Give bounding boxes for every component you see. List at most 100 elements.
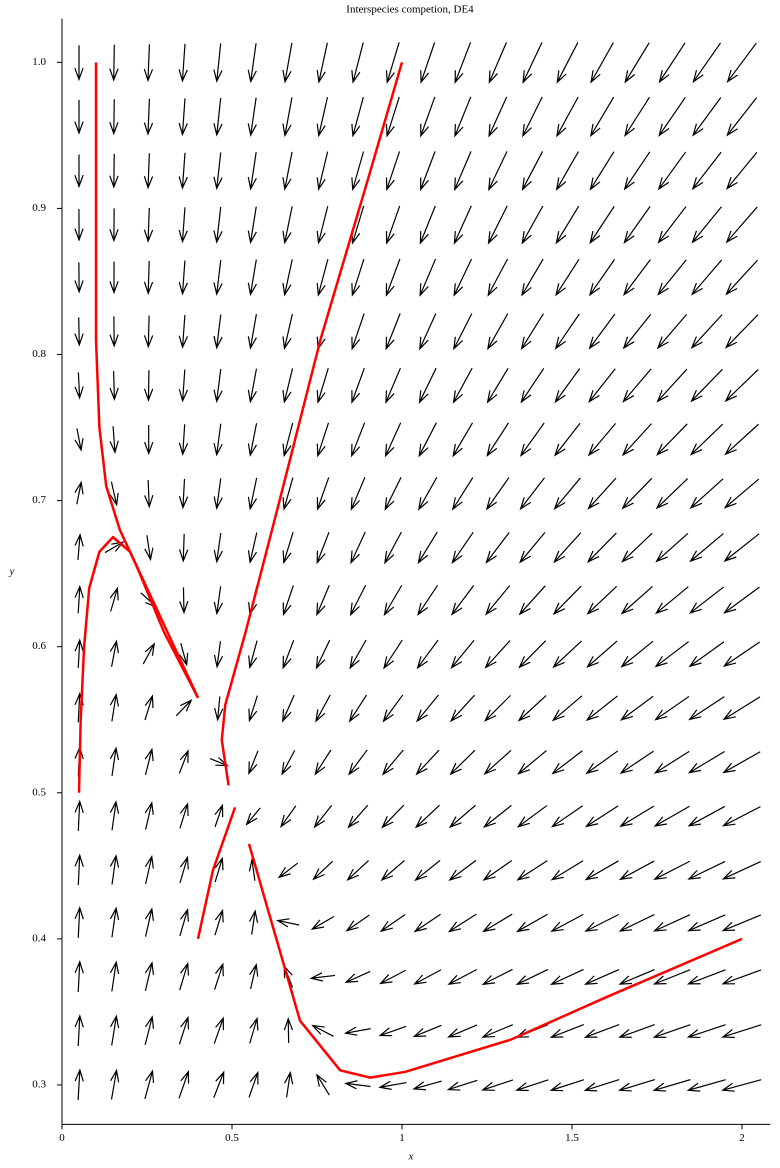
field-arrow	[418, 422, 437, 458]
field-arrow	[247, 532, 258, 564]
field-arrow	[549, 1079, 585, 1092]
field-arrow	[687, 805, 726, 827]
field-arrow	[551, 750, 583, 775]
y-tick-label: 0.7	[32, 494, 46, 506]
field-arrow	[658, 42, 686, 84]
field-arrow	[413, 969, 442, 985]
field-arrow	[213, 369, 223, 404]
field-arrow	[488, 96, 508, 138]
field-arrow	[214, 908, 224, 936]
field-arrow	[623, 151, 651, 191]
field-arrow	[247, 314, 257, 350]
field-arrow	[412, 1080, 442, 1091]
field-arrow	[178, 152, 188, 190]
field-arrow	[316, 205, 329, 245]
field-arrow	[584, 805, 619, 828]
field-arrow	[652, 1024, 691, 1038]
field-arrow	[583, 1079, 620, 1092]
field-arrow	[586, 640, 618, 669]
field-arrow	[484, 640, 511, 669]
field-arrow	[213, 423, 223, 457]
field-arrow	[214, 803, 224, 828]
field-arrow	[419, 151, 436, 192]
field-arrow	[686, 969, 726, 985]
field-arrow	[247, 368, 258, 404]
field-arrow	[520, 368, 545, 404]
field-arrow	[143, 153, 154, 190]
trajectory	[247, 843, 743, 1079]
field-arrow	[692, 97, 722, 137]
field-arrow	[688, 641, 725, 668]
field-arrow	[448, 804, 476, 829]
field-arrow	[74, 372, 84, 400]
field-arrow	[691, 206, 722, 244]
field-arrow	[351, 96, 364, 138]
field-arrow	[381, 749, 404, 776]
x-axis-label: x	[408, 1151, 414, 1163]
field-arrow	[652, 914, 691, 932]
field-arrow	[316, 151, 329, 191]
field-arrow	[653, 750, 690, 774]
field-arrow	[248, 695, 258, 723]
field-arrow	[379, 969, 407, 985]
trajectory	[94, 62, 200, 699]
field-arrow	[623, 206, 651, 245]
field-arrow	[178, 98, 188, 137]
field-arrow	[552, 585, 582, 616]
x-tick-label: 1.5	[565, 1132, 579, 1144]
field-arrow	[689, 533, 724, 563]
field-arrow	[142, 642, 156, 665]
field-arrow	[688, 586, 725, 615]
field-arrow	[315, 639, 331, 670]
field-arrow	[277, 862, 299, 879]
field-arrow	[520, 313, 544, 351]
field-arrow	[618, 914, 655, 932]
field-arrow	[351, 42, 364, 84]
field-arrow	[417, 531, 438, 565]
field-arrow	[452, 422, 474, 458]
field-arrow	[178, 533, 189, 563]
field-arrow	[383, 584, 403, 617]
field-arrow	[74, 317, 84, 347]
field-arrow	[315, 694, 331, 723]
field-arrow	[688, 696, 725, 721]
field-arrow	[351, 422, 366, 458]
field-arrow	[721, 806, 761, 827]
field-arrow	[552, 640, 582, 669]
field-arrow	[453, 205, 472, 245]
field-arrow	[179, 587, 189, 615]
field-arrow	[109, 746, 120, 777]
field-arrow	[178, 314, 189, 350]
field-arrow	[686, 1024, 726, 1039]
field-arrow	[723, 586, 760, 614]
field-arrow	[249, 1016, 259, 1044]
field-arrow	[109, 960, 120, 992]
field-arrow	[74, 45, 84, 82]
field-arrow	[658, 97, 686, 137]
y-tick-label: 0.5	[32, 786, 46, 798]
field-arrow	[516, 805, 548, 828]
field-arrow	[384, 422, 402, 458]
field-arrow	[316, 585, 330, 617]
field-arrow	[213, 532, 223, 564]
field-arrow	[621, 423, 652, 457]
field-arrow	[420, 42, 436, 84]
field-arrow	[379, 913, 406, 933]
field-arrow	[450, 639, 475, 670]
field-arrow	[282, 259, 293, 297]
field-arrow	[316, 259, 329, 297]
field-arrow	[620, 640, 654, 668]
field-arrow	[280, 805, 297, 828]
y-tick-label: 0.4	[32, 932, 46, 944]
field-arrow	[109, 208, 119, 243]
field-arrow	[74, 906, 84, 938]
field-arrow	[247, 423, 258, 457]
field-arrow	[385, 367, 401, 404]
field-arrow	[179, 908, 189, 937]
trajectory	[196, 806, 237, 940]
field-arrow	[74, 262, 84, 294]
field-arrow	[178, 424, 189, 456]
field-arrow	[247, 97, 257, 137]
field-arrow	[417, 584, 439, 616]
field-arrow	[419, 258, 437, 297]
